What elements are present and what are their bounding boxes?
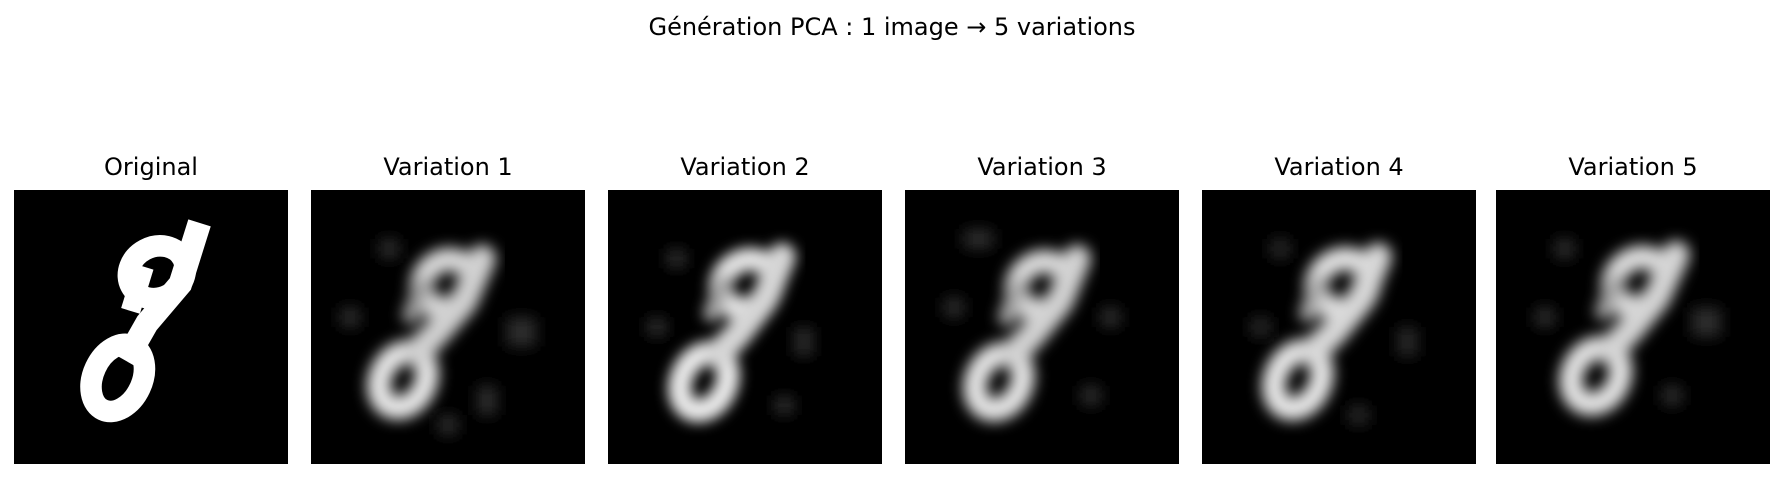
panel-variation-2: Variation 2: [608, 152, 882, 464]
digit-image-original: [14, 190, 288, 464]
panel-title: Variation 5: [1568, 153, 1698, 181]
panel-title: Original: [104, 153, 198, 181]
panel-title: Variation 1: [383, 153, 513, 181]
panel-original: Original: [14, 152, 288, 464]
digit-image-variation-4: [1202, 190, 1476, 464]
digit-eight-image: [1496, 190, 1770, 464]
digit-eight-image: [311, 190, 585, 464]
digit-eight-image: [608, 190, 882, 464]
panel-variation-1: Variation 1: [311, 152, 585, 464]
figure-title: Génération PCA : 1 image → 5 variations: [648, 13, 1136, 41]
panel-variation-4: Variation 4: [1202, 152, 1476, 464]
panel-variation-3: Variation 3: [905, 152, 1179, 464]
panel-variation-5: Variation 5: [1496, 152, 1770, 464]
panel-title: Variation 4: [1274, 153, 1404, 181]
digit-eight-image: [1202, 190, 1476, 464]
digit-image-variation-1: [311, 190, 585, 464]
panel-title: Variation 3: [977, 153, 1107, 181]
digit-image-variation-3: [905, 190, 1179, 464]
digit-image-variation-2: [608, 190, 882, 464]
panel-title: Variation 2: [680, 153, 810, 181]
digit-image-variation-5: [1496, 190, 1770, 464]
digit-eight-image: [905, 190, 1179, 464]
digit-eight-image: [14, 190, 288, 464]
